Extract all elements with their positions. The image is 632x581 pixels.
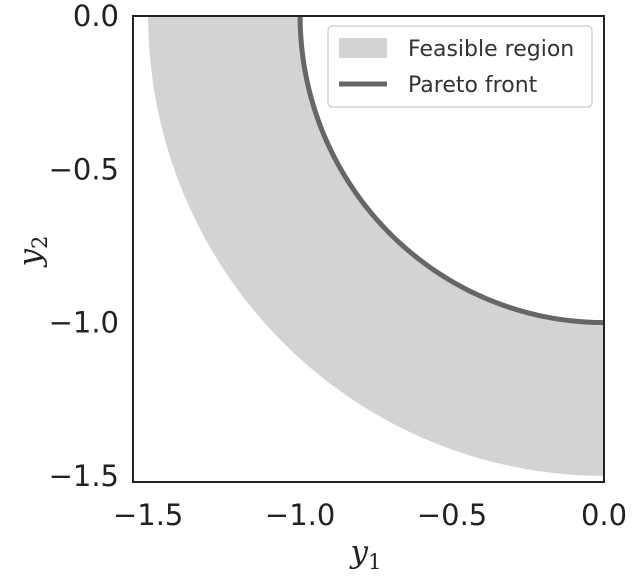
plot-frame xyxy=(132,15,605,483)
legend-label-feasible-region: Feasible region xyxy=(408,37,574,62)
pareto-front-line xyxy=(297,16,604,326)
x-axis-ticks: −1.5 −1.0 −0.5 0.0 xyxy=(113,498,627,532)
legend-label-pareto-front: Pareto front xyxy=(408,73,538,98)
x-tick-label: 0.0 xyxy=(581,498,627,532)
feasible-region-area xyxy=(148,16,604,476)
legend-box xyxy=(327,25,593,108)
x-tick-label: −1.5 xyxy=(113,498,183,532)
y-axis-ticks: 0.0 −0.5 −1.0 −1.5 xyxy=(49,0,119,493)
legend: Feasible region Pareto front xyxy=(327,25,593,108)
y-tick-label: 0.0 xyxy=(73,0,119,33)
x-axis-label: y1 xyxy=(349,534,382,574)
y-tick-label: −0.5 xyxy=(49,152,119,186)
y-tick-label: −1.0 xyxy=(49,306,119,340)
y-tick-label: −1.5 xyxy=(49,459,119,493)
x-tick-label: −1.0 xyxy=(265,498,335,532)
x-tick-label: −0.5 xyxy=(417,498,487,532)
y-axis-label: y2 xyxy=(12,236,52,269)
legend-swatch-feasible-region xyxy=(339,38,387,58)
